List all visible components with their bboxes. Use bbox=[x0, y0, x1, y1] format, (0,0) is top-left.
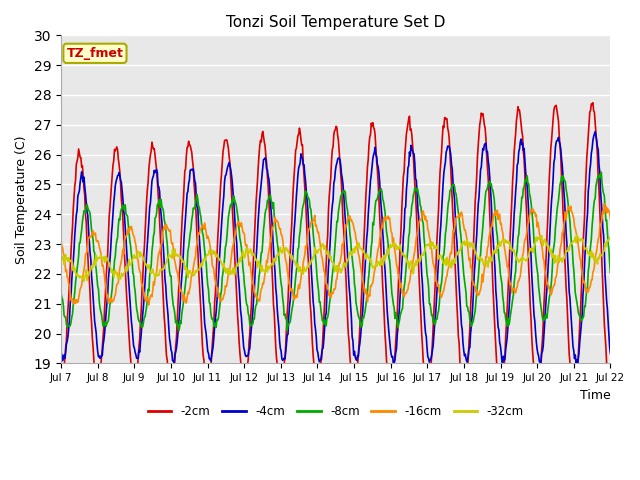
-16cm bbox=[600, 201, 608, 206]
-32cm bbox=[209, 251, 217, 257]
Y-axis label: Soil Temperature (C): Soil Temperature (C) bbox=[15, 135, 28, 264]
-32cm bbox=[80, 278, 88, 284]
Line: -4cm: -4cm bbox=[61, 132, 611, 365]
-8cm bbox=[209, 316, 217, 322]
Legend: -2cm, -4cm, -8cm, -16cm, -32cm: -2cm, -4cm, -8cm, -16cm, -32cm bbox=[143, 401, 529, 423]
-4cm bbox=[607, 350, 614, 356]
-32cm bbox=[419, 252, 427, 258]
-2cm bbox=[124, 306, 131, 312]
-16cm bbox=[124, 228, 131, 234]
-8cm bbox=[124, 213, 131, 219]
-4cm bbox=[419, 282, 426, 288]
-8cm bbox=[180, 294, 188, 300]
-32cm bbox=[57, 252, 65, 257]
-16cm bbox=[145, 302, 153, 308]
Line: -2cm: -2cm bbox=[61, 103, 611, 396]
-32cm bbox=[607, 234, 614, 240]
Line: -8cm: -8cm bbox=[61, 172, 611, 331]
-2cm bbox=[209, 341, 216, 347]
X-axis label: Time: Time bbox=[580, 389, 611, 402]
Text: TZ_fmet: TZ_fmet bbox=[67, 47, 124, 60]
-32cm bbox=[180, 258, 188, 264]
-4cm bbox=[209, 348, 216, 354]
-32cm bbox=[403, 260, 411, 265]
-32cm bbox=[124, 260, 132, 266]
Line: -32cm: -32cm bbox=[61, 235, 611, 281]
Title: Tonzi Soil Temperature Set D: Tonzi Soil Temperature Set D bbox=[226, 15, 445, 30]
-2cm bbox=[607, 389, 614, 395]
-2cm bbox=[67, 250, 75, 256]
-16cm bbox=[209, 264, 217, 270]
Line: -16cm: -16cm bbox=[61, 204, 611, 305]
-2cm bbox=[589, 100, 596, 106]
-8cm bbox=[67, 320, 75, 325]
-4cm bbox=[57, 350, 65, 356]
-8cm bbox=[57, 290, 65, 296]
-16cm bbox=[403, 288, 411, 293]
-2cm bbox=[179, 199, 187, 205]
-16cm bbox=[180, 292, 188, 298]
-2cm bbox=[57, 374, 65, 380]
-8cm bbox=[403, 253, 411, 259]
-16cm bbox=[607, 216, 614, 222]
-32cm bbox=[573, 232, 580, 238]
-8cm bbox=[607, 270, 614, 276]
-2cm bbox=[403, 131, 410, 137]
-2cm bbox=[533, 394, 541, 399]
-2cm bbox=[419, 343, 426, 348]
-4cm bbox=[403, 187, 410, 192]
-8cm bbox=[419, 220, 427, 226]
-4cm bbox=[179, 251, 187, 257]
-4cm bbox=[124, 262, 131, 267]
-32cm bbox=[67, 258, 75, 264]
-8cm bbox=[175, 328, 182, 334]
-4cm bbox=[67, 294, 75, 300]
-8cm bbox=[597, 169, 605, 175]
-16cm bbox=[57, 237, 65, 242]
-4cm bbox=[499, 362, 506, 368]
-16cm bbox=[419, 208, 427, 214]
-4cm bbox=[591, 129, 599, 134]
-16cm bbox=[67, 297, 75, 303]
